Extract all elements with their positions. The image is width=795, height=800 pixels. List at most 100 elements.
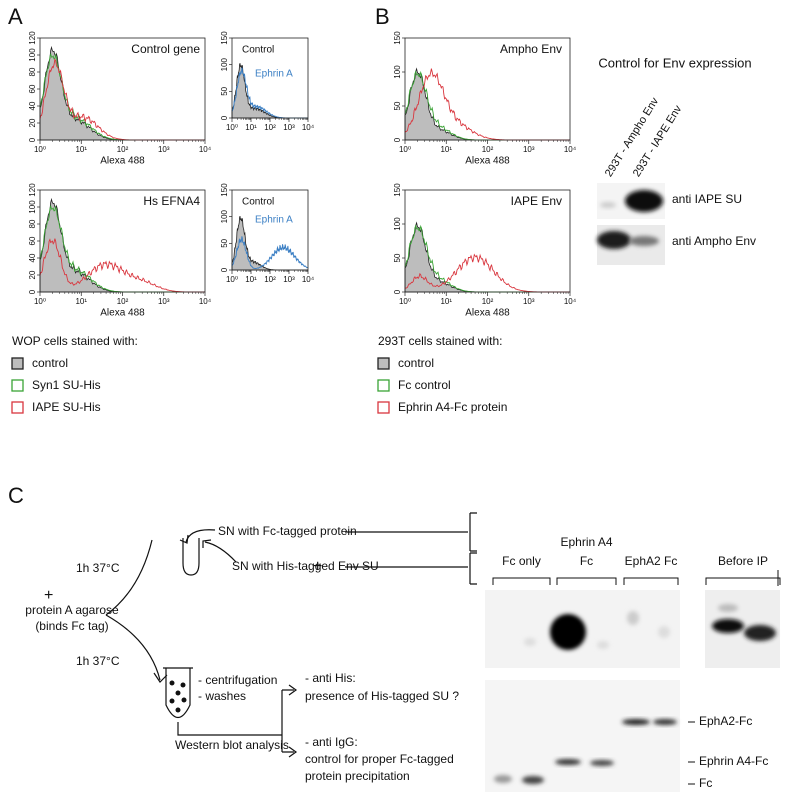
y-tick-label: 50 (393, 101, 402, 110)
x-tick-label: 10⁴ (199, 297, 212, 306)
y-tick-label: 40 (28, 253, 37, 262)
y-tick-label: 0 (393, 289, 402, 294)
x-tick-label: 10⁴ (564, 145, 577, 154)
legend-item: IAPE SU-His (32, 400, 101, 414)
legend-swatch (11, 379, 24, 392)
x-tick-label: 10¹ (245, 275, 257, 284)
legend-item: control (398, 356, 434, 370)
step-label: - centrifugation (198, 673, 277, 687)
step-label: SN with Fc-tagged protein (218, 524, 357, 538)
band (627, 611, 639, 625)
x-tick-label: 10¹ (245, 123, 257, 132)
band-label: EphA2-Fc (699, 714, 752, 728)
legend-item: control (32, 356, 68, 370)
x-tick-label: 10³ (283, 275, 295, 284)
band (718, 604, 738, 612)
step-label: - washes (198, 689, 246, 703)
x-tick-label: 10³ (283, 123, 295, 132)
legend-title: WOP cells stained with: (12, 334, 138, 348)
iape-curve (39, 238, 205, 293)
inset-label: Ephrin A (255, 215, 293, 226)
band (524, 638, 536, 646)
x-tick-label: 10² (117, 297, 129, 306)
x-tick-label: 10² (482, 297, 494, 306)
column-header: EphA2 Fc (625, 554, 678, 568)
band (625, 190, 663, 212)
column-bracket (623, 577, 679, 585)
arrow (105, 539, 153, 616)
step-label: protein A agarose (25, 603, 119, 617)
x-tick-label: 10³ (523, 145, 535, 154)
inset-label: Control (242, 45, 274, 56)
arrow (204, 541, 237, 563)
band (653, 719, 677, 725)
arrow (105, 614, 161, 681)
step-label: presence of His-tagged SU ? (305, 689, 459, 703)
y-tick-label: 20 (28, 118, 37, 127)
x-axis-label: Alexa 488 (465, 308, 510, 319)
x-axis-label: Alexa 488 (100, 308, 145, 319)
step-label: Western blot analysis (175, 738, 289, 752)
y-tick-label: 100 (220, 209, 229, 223)
y-tick-label: 80 (28, 219, 37, 228)
blot (485, 680, 680, 792)
x-axis-label: Alexa 488 (100, 156, 145, 167)
x-tick-label: 10⁴ (302, 123, 315, 132)
y-tick-label: 150 (220, 183, 229, 197)
band (600, 202, 616, 208)
x-tick-label: 10¹ (440, 297, 452, 306)
band-label: Ephrin A4-Fc (699, 754, 768, 768)
panel-letter: C (8, 483, 24, 508)
y-tick-label: 50 (393, 253, 402, 262)
band (629, 236, 659, 246)
step-label: 1h 37°C (76, 654, 120, 668)
bead (169, 698, 175, 704)
control-curve (39, 197, 205, 293)
arrowhead (202, 539, 212, 548)
step-label: (binds Fc tag) (35, 619, 108, 633)
legend-title: 293T cells stained with: (378, 334, 503, 348)
legend-item: Syn1 SU-His (32, 378, 101, 392)
y-tick-label: 100 (393, 217, 402, 231)
x-tick-label: 10² (117, 145, 129, 154)
y-tick-label: 60 (28, 236, 37, 245)
bead (181, 697, 187, 703)
y-tick-label: 0 (393, 137, 402, 142)
band (658, 626, 670, 638)
y-tick-label: 0 (220, 115, 229, 120)
plot-title: Ampho Env (500, 42, 562, 56)
legend-item: Ephrin A4-Fc protein (398, 400, 507, 414)
plot-title: IAPE Env (511, 194, 562, 208)
y-tick-label: 150 (393, 183, 402, 197)
column-bracket (705, 577, 781, 585)
panel-letter: A (8, 4, 23, 29)
legend-swatch (11, 357, 24, 370)
band (555, 618, 581, 646)
step-label: control for proper Fc-tagged (305, 752, 454, 766)
x-tick-label: 10³ (158, 297, 170, 306)
step-label: SN with His-tagged Env SU (232, 559, 379, 573)
arrowhead (153, 672, 168, 683)
y-tick-label: 0 (220, 267, 229, 272)
band (555, 759, 581, 765)
content: A 0 20 40 60 80 100 120 10⁰ 10¹ 10² 10³ 10⁴ Control g… (8, 4, 781, 792)
band (622, 719, 650, 725)
step-label: - anti IgG: (305, 735, 358, 749)
step-label: 1h 37°C (76, 561, 120, 575)
x-tick-label: 10⁰ (226, 123, 238, 132)
connector (177, 690, 283, 752)
y-tick-label: 100 (28, 48, 37, 62)
tube (182, 538, 200, 576)
y-tick-label: 100 (220, 57, 229, 71)
band (494, 775, 512, 783)
band (522, 776, 544, 784)
band (744, 625, 776, 641)
x-tick-label: 10¹ (75, 145, 87, 154)
x-axis-label: Alexa 488 (465, 156, 510, 167)
column-header: Fc (580, 554, 593, 568)
x-tick-label: 10⁰ (399, 297, 411, 306)
x-tick-label: 10² (264, 123, 276, 132)
x-tick-label: 10² (482, 145, 494, 154)
y-tick-label: 150 (393, 31, 402, 45)
